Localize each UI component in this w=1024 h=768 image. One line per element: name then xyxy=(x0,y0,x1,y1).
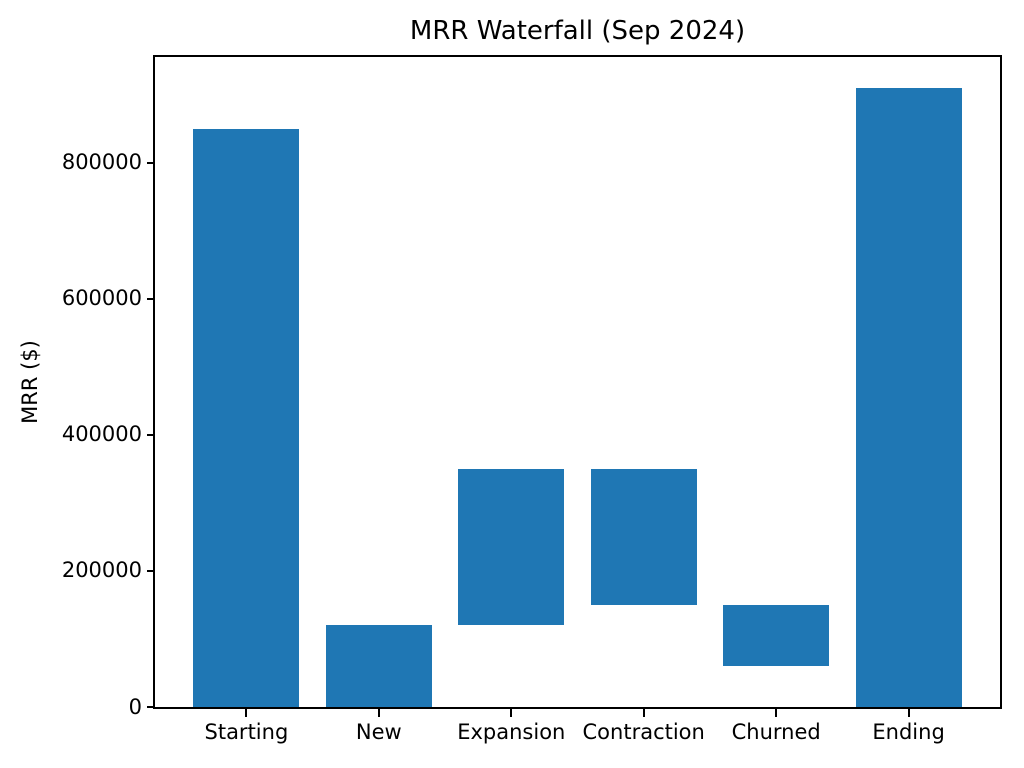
y-tick-label: 200000 xyxy=(61,558,142,583)
x-tick-mark xyxy=(245,709,248,717)
y-tick-label: 0 xyxy=(128,694,142,719)
y-tick-mark xyxy=(147,433,155,436)
bar-new xyxy=(325,625,432,707)
x-tick-label-new: New xyxy=(355,720,402,744)
bar-starting xyxy=(193,128,300,707)
bar-contraction xyxy=(590,468,697,605)
y-tick-label: 800000 xyxy=(61,150,142,175)
chart-title: MRR Waterfall (Sep 2024) xyxy=(409,16,746,46)
x-tick-mark xyxy=(642,709,645,717)
x-tick-mark xyxy=(775,709,778,717)
x-tick-label-starting: Starting xyxy=(204,720,289,744)
bar-ending xyxy=(855,88,962,707)
plot-area xyxy=(155,57,1000,707)
x-tick-mark xyxy=(907,709,910,717)
y-tick-mark xyxy=(147,569,155,572)
y-tick-mark xyxy=(147,706,155,708)
bar-expansion xyxy=(458,468,565,626)
y-tick-mark xyxy=(147,297,155,300)
x-tick-label-ending: Ending xyxy=(872,720,945,744)
bar-churned xyxy=(723,605,830,667)
x-tick-mark xyxy=(510,709,513,717)
x-tick-label-expansion: Expansion xyxy=(457,720,566,744)
y-axis-label: MRR ($) xyxy=(18,340,42,424)
x-tick-label-churned: Churned xyxy=(731,720,821,744)
x-tick-mark xyxy=(377,709,380,717)
x-tick-label-contraction: Contraction xyxy=(582,720,705,744)
y-tick-mark xyxy=(147,161,155,164)
